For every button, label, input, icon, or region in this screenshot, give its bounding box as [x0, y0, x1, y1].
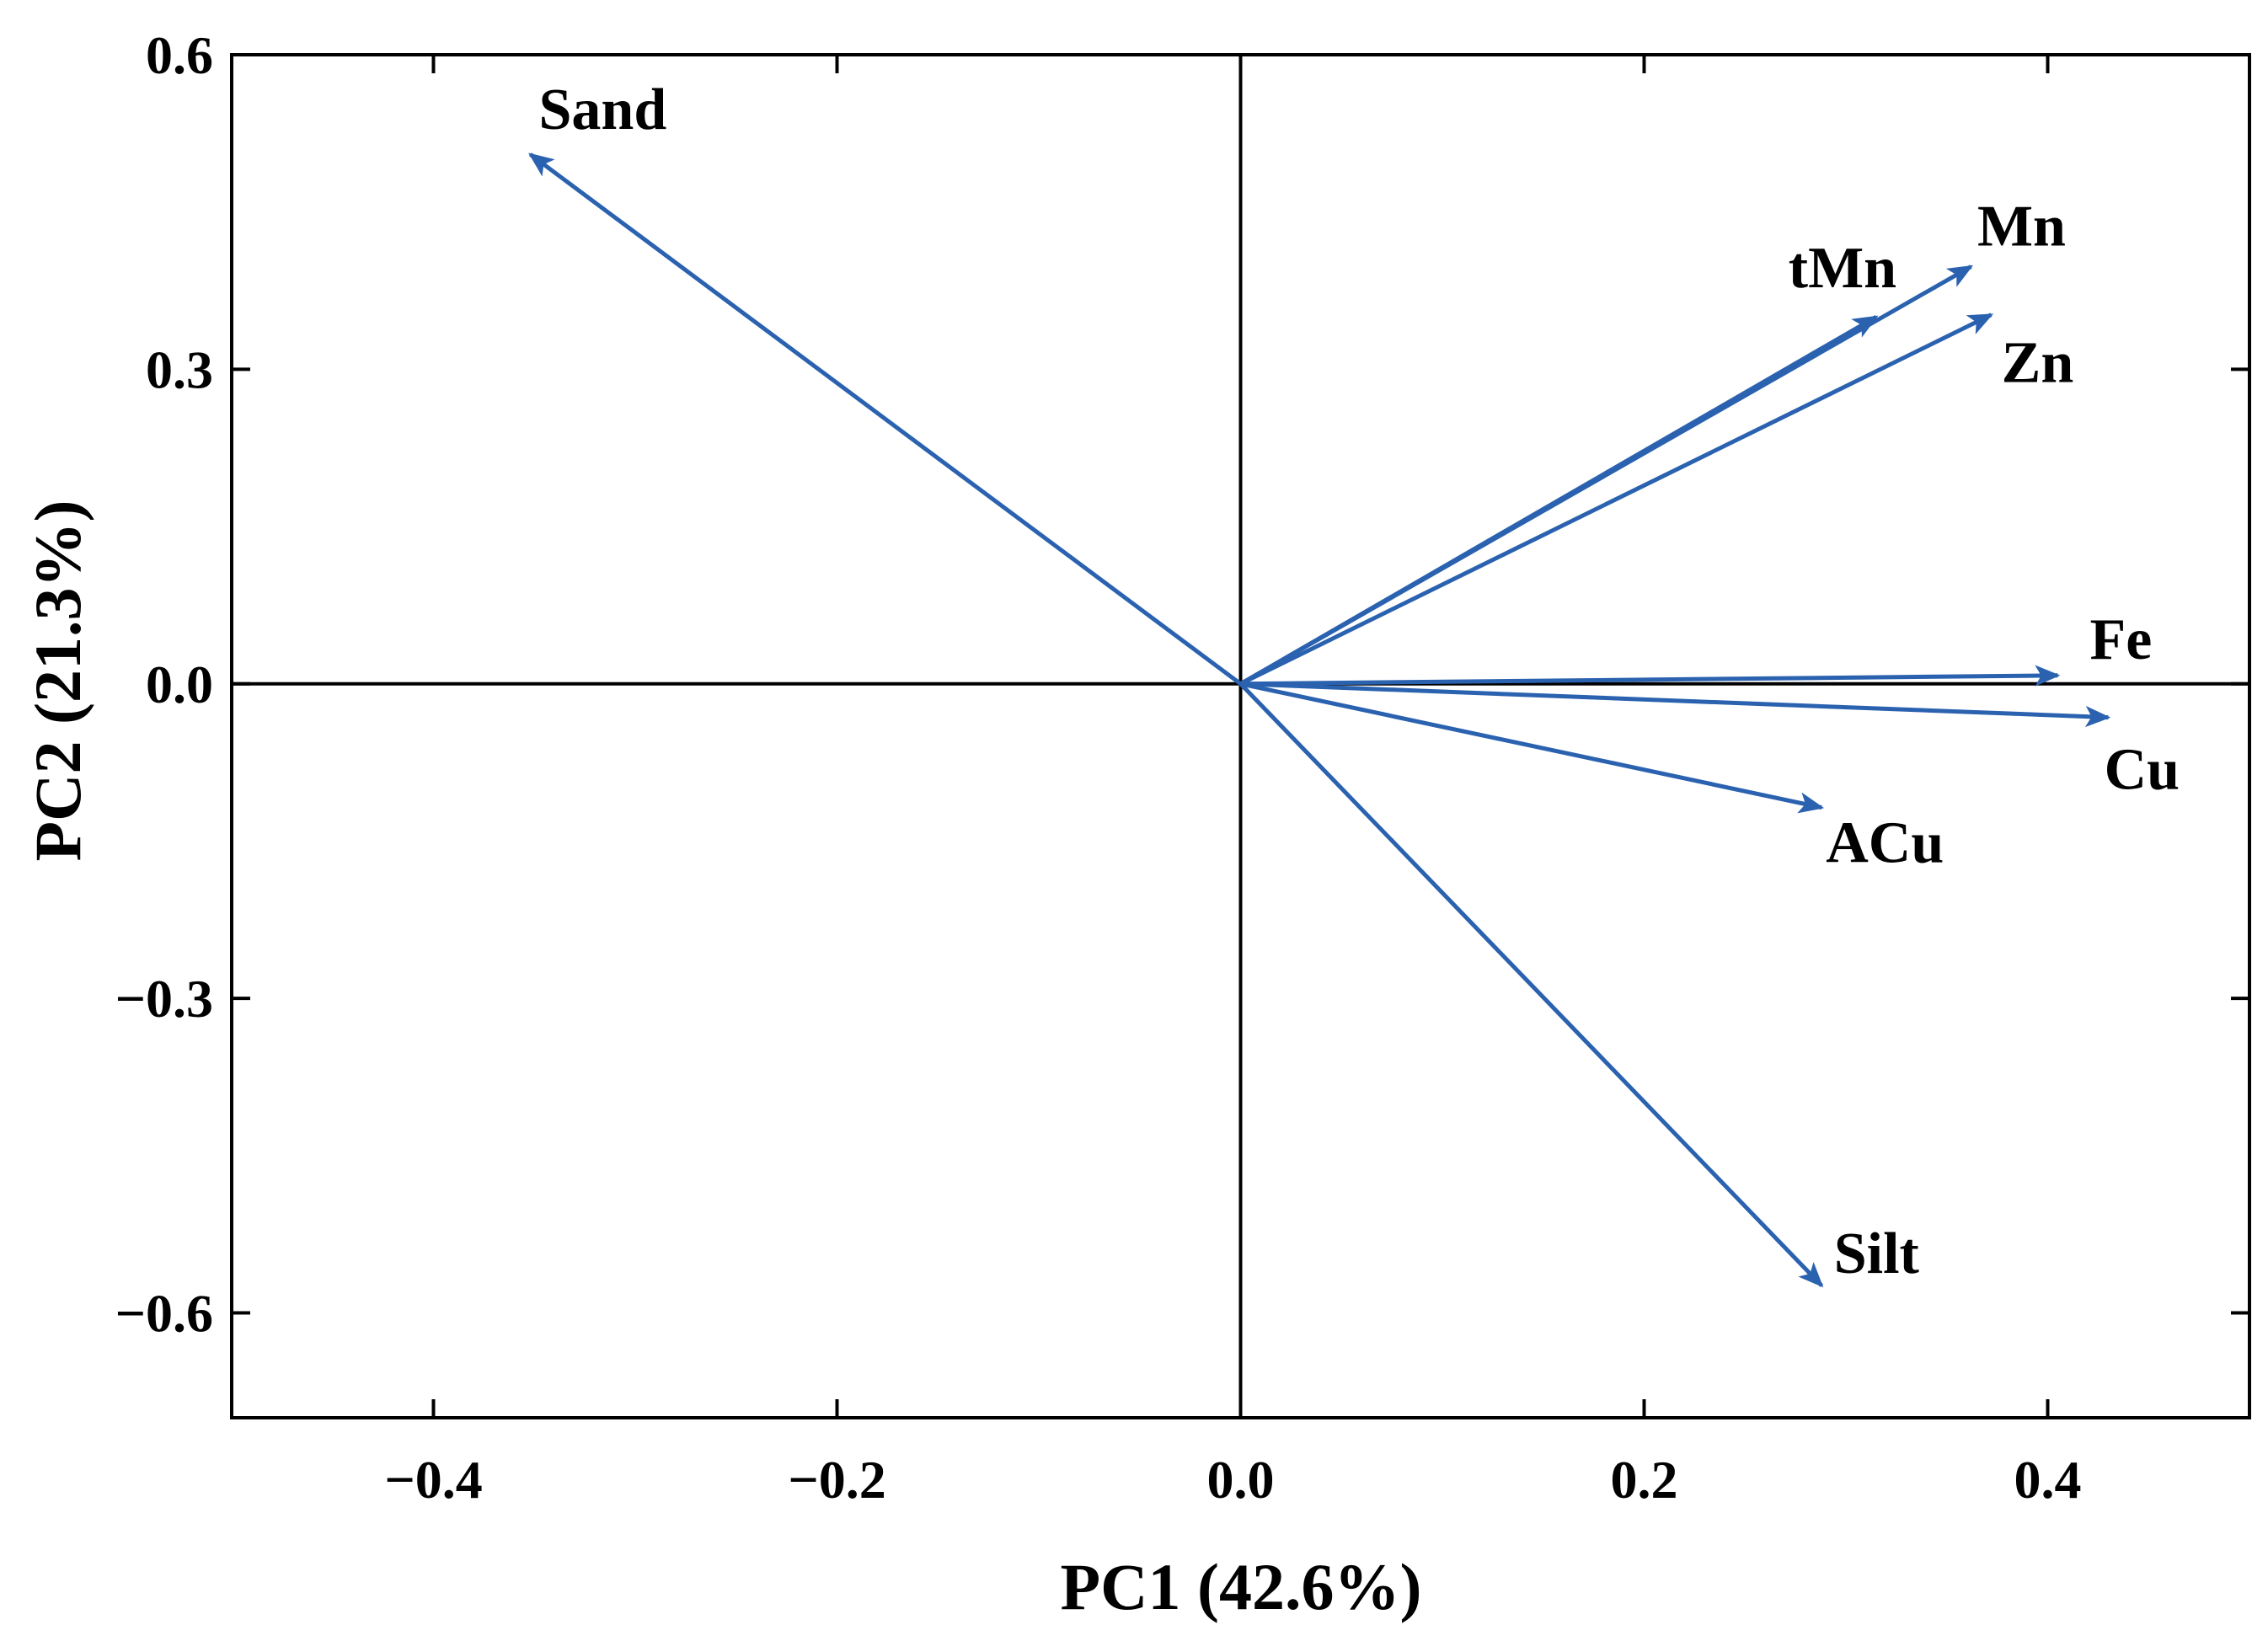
y-tick-label-2: 0.0 [146, 655, 213, 714]
vector-label-sand: Sand [538, 78, 666, 142]
vector-arrow-sand [528, 152, 1242, 686]
vector-label-zn: Zn [2002, 331, 2074, 396]
vector-label-cu: Cu [2105, 738, 2180, 803]
vector-label-acu: ACu [1826, 811, 1944, 876]
x-tick-label-2: 0.0 [1207, 1450, 1275, 1510]
y-tick-label-3: −0.3 [115, 969, 213, 1029]
x-tick-label-4: 0.4 [2014, 1450, 2082, 1510]
vector-label-tmn: tMn [1789, 236, 1896, 301]
vector-arrow-cu [1240, 682, 2111, 728]
vector-arrow-fe [1240, 665, 2061, 687]
vector-label-silt: Silt [1834, 1221, 1919, 1286]
vector-label-fe: Fe [2090, 607, 2153, 672]
vector-arrow-acu [1239, 682, 1825, 814]
vector-arrow-silt [1238, 682, 1824, 1288]
x-tick-label-1: −0.2 [788, 1450, 885, 1510]
y-tick-label-4: −0.6 [115, 1284, 213, 1344]
x-tick-label-0: −0.4 [384, 1450, 482, 1510]
y-axis-title: PC2 (21.3%) [21, 500, 94, 862]
vector-arrow-mn [1239, 265, 1974, 686]
plot-area [230, 53, 2251, 1419]
x-axis-title: PC1 (42.6%) [1061, 1550, 1422, 1623]
vector-arrow-zn [1239, 313, 1994, 687]
x-tick-label-3: 0.2 [1611, 1450, 1678, 1510]
y-tick-label-0: 0.6 [146, 25, 213, 85]
loading-vectors: Sand tMn Mn Zn Fe Cu ACu Silt [528, 78, 2180, 1288]
axis-ticks: −0.4 −0.2 0.0 0.2 0.4 0.6 0.3 0.0 −0.3 −0.6 [115, 25, 2249, 1510]
vector-label-mn: Mn [1977, 194, 2066, 259]
y-tick-label-1: 0.3 [146, 339, 213, 399]
